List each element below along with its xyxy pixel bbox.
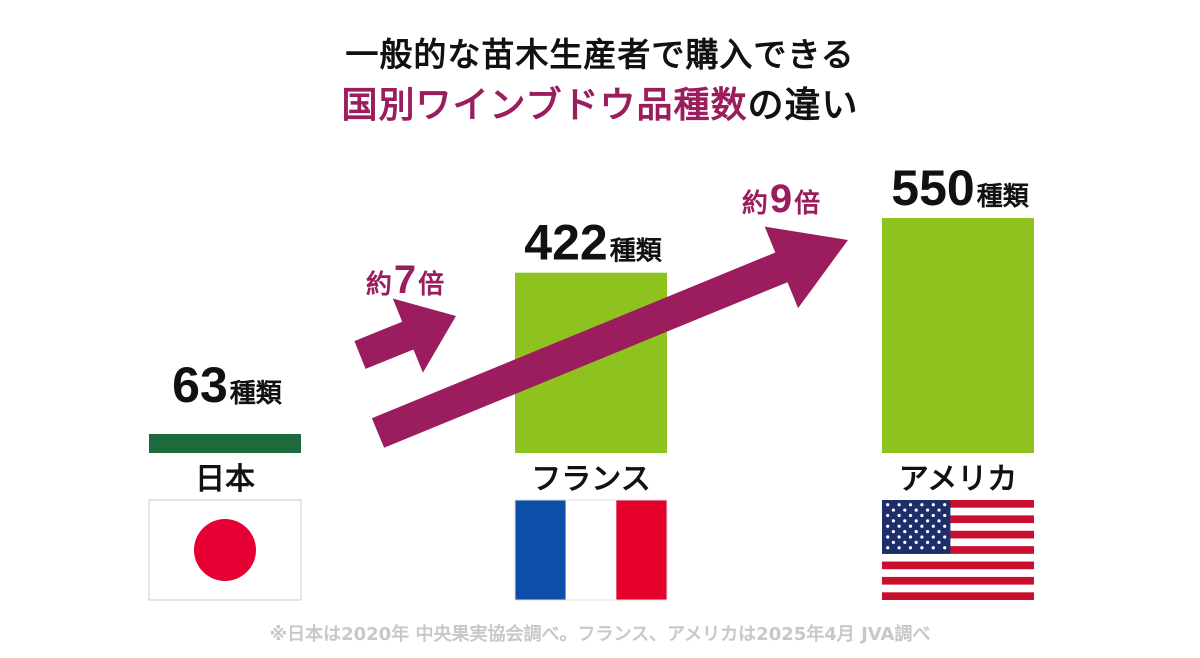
- usa-flag-star: [897, 546, 901, 550]
- japan-flag: [148, 499, 302, 601]
- arrow-japan-to-usa: [371, 226, 848, 448]
- usa-flag-star: [903, 508, 907, 512]
- usa-flag-star: [886, 503, 890, 507]
- chart-title-highlight: 国別ワインブドウ品種数: [341, 85, 748, 126]
- usa-flag-star: [920, 524, 924, 528]
- ratio-prefix-0: 約: [366, 269, 392, 300]
- arrow-japan-to-france: [354, 298, 456, 373]
- usa-flag-star: [897, 513, 901, 518]
- usa-flag-star: [943, 546, 947, 550]
- usa-flag-stripe: [882, 576, 1034, 585]
- usa-flag-star: [886, 513, 890, 518]
- ratio-label-0: 約7倍: [366, 258, 444, 302]
- ratio-label-1: 約9倍: [742, 177, 820, 221]
- usa-flag-star: [886, 546, 890, 550]
- value-label-2: 550種類: [891, 160, 1029, 216]
- usa-flag-star: [908, 513, 913, 518]
- usa-flag-star: [903, 540, 907, 544]
- value-label-1: 422種類: [524, 215, 662, 271]
- usa-flag-star: [926, 530, 930, 534]
- usa-flag-star: [937, 530, 941, 534]
- france-flag-blue: [515, 500, 566, 600]
- usa-flag-star: [931, 524, 935, 528]
- usa-flag-star: [937, 519, 941, 523]
- usa-flag-star: [891, 519, 896, 523]
- bar-0: [149, 434, 301, 453]
- usa-flag-star: [908, 535, 913, 539]
- usa-flag-star: [920, 503, 924, 507]
- usa-flag-star: [914, 530, 918, 534]
- usa-flag-stripe: [882, 530, 1034, 539]
- usa-flag-star: [931, 535, 935, 539]
- usa-flag-canton: [882, 500, 951, 554]
- usa-flag-star: [908, 503, 913, 507]
- usa-flag: [882, 500, 1034, 600]
- bar-2: [882, 218, 1034, 453]
- value-number-2: 550: [891, 160, 974, 216]
- usa-flag-star: [914, 540, 918, 544]
- chart-title-line1: 一般的な苗木生産者で購入できる: [345, 35, 855, 74]
- category-label-1: フランス: [531, 462, 650, 497]
- usa-flag-star: [943, 503, 947, 507]
- value-unit-0: 種類: [230, 379, 283, 409]
- usa-flag-star: [908, 546, 913, 550]
- usa-flag-star: [943, 513, 947, 518]
- ratio-number-1: 9: [770, 177, 792, 221]
- usa-flag-star: [937, 508, 941, 512]
- usa-flag-stripe: [882, 592, 1034, 600]
- usa-flag-star: [937, 540, 941, 544]
- france-flag-red: [616, 500, 667, 600]
- chart-title-line2: 国別ワインブドウ品種数の違い: [0, 76, 1200, 128]
- usa-flag-star: [931, 546, 935, 550]
- category-label-2: アメリカ: [899, 462, 1018, 497]
- chart-title-rest: の違い: [747, 85, 859, 126]
- usa-flag-star: [891, 530, 896, 534]
- usa-flag-star: [908, 524, 913, 528]
- value-unit-1: 種類: [610, 237, 663, 267]
- value-number-1: 422: [524, 215, 607, 271]
- usa-flag-star: [897, 503, 901, 507]
- usa-flag-stripe: [882, 500, 1034, 508]
- usa-flag-star: [926, 508, 930, 512]
- category-label-0: 日本: [195, 462, 255, 497]
- usa-flag-star: [914, 508, 918, 512]
- usa-flag-star: [931, 513, 935, 518]
- ratio-suffix-0: 倍: [418, 269, 444, 300]
- usa-flag-star: [897, 524, 901, 528]
- usa-flag-star: [926, 540, 930, 544]
- usa-flag-star: [920, 546, 924, 550]
- usa-flag-star: [891, 508, 896, 512]
- ratio-prefix-1: 約: [742, 188, 768, 219]
- usa-flag-stripe: [882, 561, 1034, 570]
- usa-flag-stripe: [882, 515, 1034, 524]
- usa-flag-star: [886, 524, 890, 528]
- france-flag-border: [514, 499, 668, 601]
- france-flag-white: [565, 500, 617, 600]
- footnote: ※日本は2020年 中央果実協会調べ。フランス、アメリカは2025年4月 JVA…: [269, 624, 931, 645]
- value-label-0: 63種類: [172, 357, 283, 413]
- usa-flag-star: [903, 530, 907, 534]
- usa-flag-star: [914, 519, 918, 523]
- usa-flag-star: [886, 535, 890, 539]
- value-number-0: 63: [172, 357, 228, 413]
- usa-flag-stripe: [882, 546, 1034, 554]
- france-flag: [514, 499, 668, 601]
- ratio-suffix-1: 倍: [794, 188, 820, 219]
- usa-flag-star: [943, 524, 947, 528]
- japan-flag-sun: [194, 519, 256, 581]
- ratio-number-0: 7: [394, 258, 416, 302]
- usa-flag-star: [920, 535, 924, 539]
- usa-flag-star: [926, 519, 930, 523]
- usa-flag-star: [920, 513, 924, 518]
- value-unit-2: 種類: [977, 182, 1030, 212]
- usa-flag-star: [897, 535, 901, 539]
- usa-flag-star: [903, 519, 907, 523]
- usa-flag-star: [943, 535, 947, 539]
- usa-flag-star: [931, 503, 935, 507]
- usa-flag-star: [891, 540, 896, 544]
